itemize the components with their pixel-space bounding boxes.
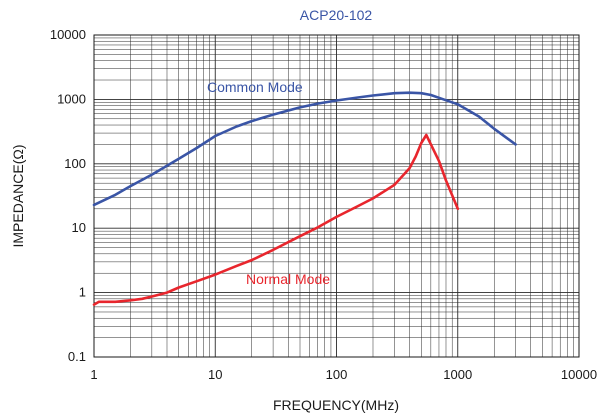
x-tick-label: 10 [208, 367, 222, 382]
y-tick-label: 10000 [50, 27, 86, 42]
chart-title: ACP20-102 [300, 7, 373, 23]
x-tick-labels: 1 10 100 1000 10000 [90, 367, 597, 382]
x-tick-label: 100 [326, 367, 348, 382]
x-tick-label: 1000 [443, 367, 472, 382]
x-axis-title: FREQUENCY(MHz) [273, 397, 399, 413]
y-tick-label: 1000 [57, 91, 86, 106]
plot-frame [93, 34, 580, 358]
y-tick-label: 0.1 [68, 349, 86, 364]
y-tick-label: 100 [64, 156, 86, 171]
series-layer [92, 91, 517, 306]
x-tick-label: 10000 [561, 367, 597, 382]
y-tick-label: 1 [79, 285, 86, 300]
series-line-normal-mode [92, 133, 460, 306]
y-tick-labels: 0.1 1 10 100 1000 10000 [50, 27, 86, 364]
x-tick-label: 1 [90, 367, 97, 382]
series-label-common-mode: Common Mode [207, 79, 303, 95]
series-label-normal-mode: Normal Mode [246, 271, 330, 287]
series-line-common-mode [92, 91, 517, 207]
y-axis-title: IMPEDANCE(Ω) [10, 144, 26, 247]
grid [94, 35, 579, 357]
y-tick-label: 10 [72, 220, 86, 235]
